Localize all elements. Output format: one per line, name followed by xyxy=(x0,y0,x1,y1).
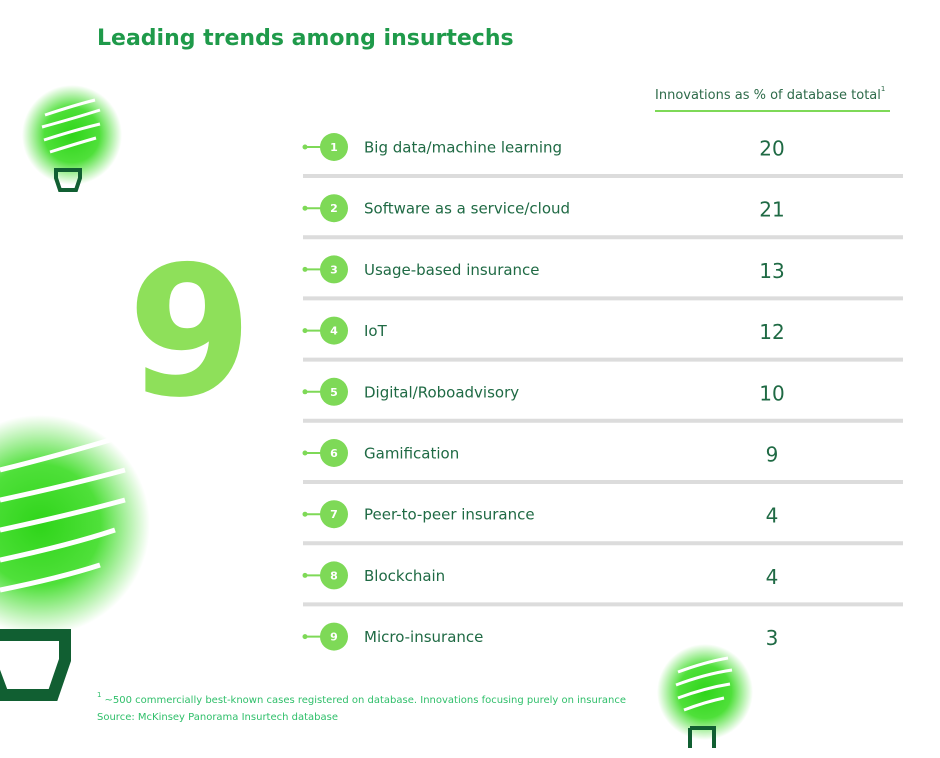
rank-badge xyxy=(320,316,348,345)
rank-badge xyxy=(320,500,348,529)
trend-label: Gamification xyxy=(364,445,459,463)
connector-dot xyxy=(302,450,308,456)
trend-value: 3 xyxy=(766,626,779,650)
rank: 2 xyxy=(330,202,338,215)
connector-dot xyxy=(302,572,308,578)
rank-badge xyxy=(320,439,348,467)
rank-badge xyxy=(320,622,348,651)
footnote-marker: 1 xyxy=(97,691,101,699)
trend-label: Micro-insurance xyxy=(364,628,483,646)
trend-label: Blockchain xyxy=(364,567,445,585)
rank: 7 xyxy=(330,508,338,521)
rank-badge xyxy=(320,133,348,161)
connector-dot xyxy=(302,389,308,395)
big-number: 9 xyxy=(127,228,252,437)
bulb-left xyxy=(0,415,150,701)
trend-value: 10 xyxy=(759,381,784,405)
rank-badge xyxy=(320,561,348,590)
bulb-top-left xyxy=(22,85,122,192)
trend-value: 12 xyxy=(759,320,784,344)
footnote-ref: 1 xyxy=(881,85,885,93)
trend-label: Digital/Roboadvisory xyxy=(364,383,519,401)
rank: 4 xyxy=(330,325,338,338)
rank-badge xyxy=(320,255,348,284)
trend-value: 20 xyxy=(759,137,784,161)
connector-dot xyxy=(302,266,308,272)
rank: 8 xyxy=(330,569,338,582)
rank: 9 xyxy=(330,631,338,644)
trend-value: 13 xyxy=(759,259,784,283)
rank: 6 xyxy=(330,447,338,460)
column-header-text: Innovations as % of database total xyxy=(655,88,881,103)
trend-label: Usage-based insurance xyxy=(364,261,540,279)
rank: 3 xyxy=(330,263,338,276)
connector-dot xyxy=(302,634,308,640)
rank-badge xyxy=(320,194,348,223)
trend-label: Peer-to-peer insurance xyxy=(364,506,535,524)
connector-dot xyxy=(302,144,308,150)
connector-dot xyxy=(302,511,308,517)
connector-dot xyxy=(302,328,308,334)
trend-value: 9 xyxy=(766,443,779,467)
bulb-bottom-right xyxy=(657,644,753,748)
source: Source: McKinsey Panorama Insurtech data… xyxy=(97,712,338,723)
trend-label: Big data/machine learning xyxy=(364,139,562,157)
trend-value: 4 xyxy=(766,565,779,589)
rows: 1 Big data/machine learning 20 2 Software as… xyxy=(302,133,903,651)
rank-badge xyxy=(320,377,348,406)
trend-value: 4 xyxy=(766,504,779,528)
rank: 5 xyxy=(330,386,338,399)
footnote: 1 ~500 commercially best-known cases regi… xyxy=(97,691,626,706)
trend-value: 21 xyxy=(759,198,784,222)
column-header: Innovations as % of database total1 xyxy=(655,85,885,103)
rank: 1 xyxy=(330,141,338,154)
title: Leading trends among insurtechs xyxy=(97,26,514,51)
trend-label: Software as a service/cloud xyxy=(364,200,570,218)
connector-dot xyxy=(302,205,308,211)
footnote-text: ~500 commercially best-known cases regis… xyxy=(104,695,626,706)
trend-label: IoT xyxy=(364,322,388,340)
